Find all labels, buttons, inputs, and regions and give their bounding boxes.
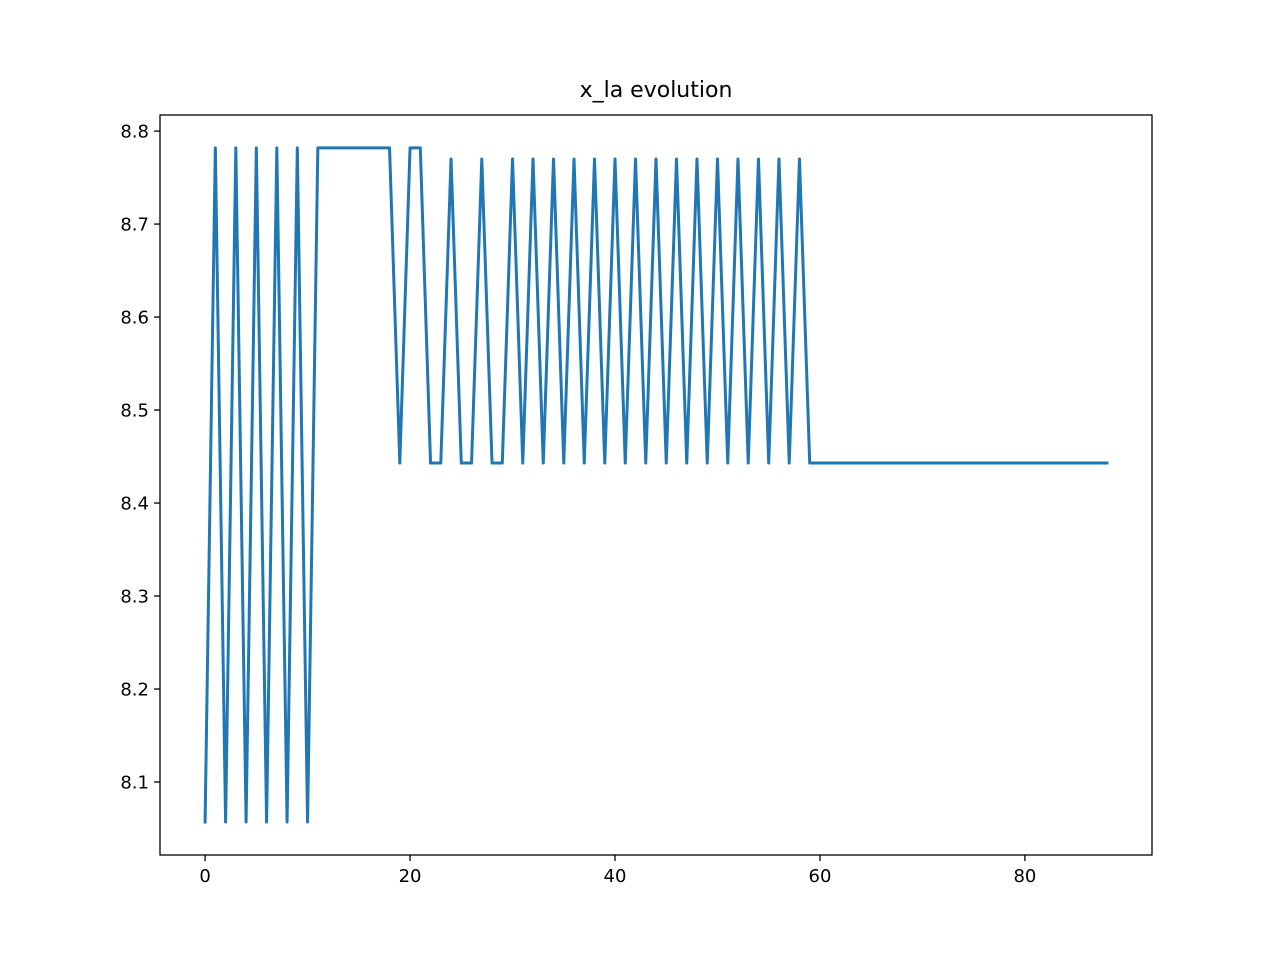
y-tick-label: 8.4 (120, 494, 149, 515)
x-tick-label: 20 (399, 866, 422, 887)
x-axis-ticks: 0 20 40 60 80 (199, 855, 1036, 887)
chart-title: x_la evolution (580, 78, 733, 103)
y-tick-label: 8.5 (120, 401, 149, 422)
y-tick-label: 8.7 (120, 215, 149, 236)
y-tick-label: 8.1 (120, 773, 149, 794)
plot-frame (159, 114, 1153, 856)
x-tick-label: 80 (1013, 866, 1036, 887)
y-tick-label: 8.8 (120, 122, 149, 143)
x-tick-label: 60 (809, 866, 832, 887)
series-line-1 (203, 146, 1109, 824)
y-tick-label: 8.6 (120, 308, 149, 329)
y-tick-label: 8.2 (120, 680, 149, 701)
x-tick-label: 40 (604, 866, 627, 887)
y-axis-ticks: 8.1 8.2 8.3 8.4 8.5 8.6 8.7 8.8 (120, 122, 160, 794)
y-tick-label: 8.3 (120, 587, 149, 608)
x-tick-label: 0 (199, 866, 210, 887)
series-layer (203, 146, 1109, 824)
